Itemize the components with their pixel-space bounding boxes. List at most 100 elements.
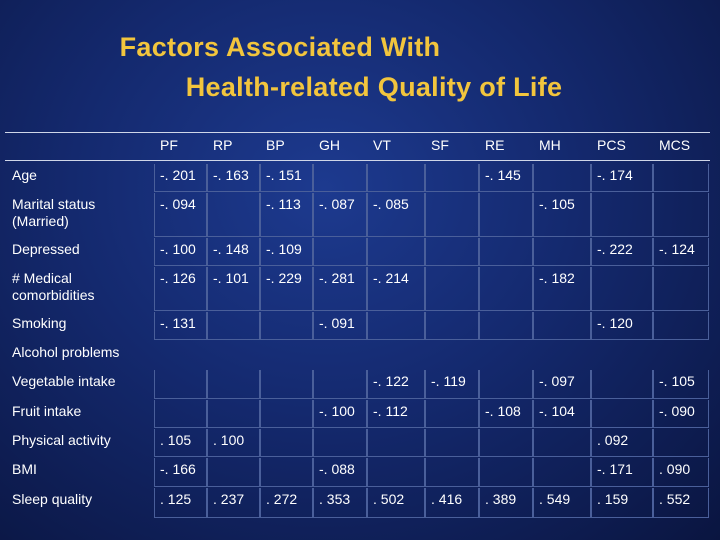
table-grid-cell (591, 312, 653, 340)
table-cell: -. 113 (266, 196, 301, 212)
table-cell: . 100 (213, 432, 245, 448)
table-cell: -. 148 (213, 241, 249, 257)
table-cell: -. 131 (160, 315, 196, 331)
table-cell: -. 126 (160, 270, 196, 286)
table-grid-cell (479, 312, 533, 340)
table-cell: -. 145 (485, 167, 521, 183)
table-grid-cell (479, 193, 533, 237)
table-grid-cell (653, 193, 709, 237)
table-cell: -. 088 (319, 461, 355, 477)
table-grid-cell (207, 164, 260, 192)
column-header-mh: MH (539, 137, 561, 153)
table-grid-cell (425, 164, 479, 192)
table-cell: -. 124 (659, 241, 695, 257)
table-cell: -. 214 (373, 270, 409, 286)
row-label: Sleep quality (12, 491, 93, 507)
table-grid-cell (313, 370, 367, 399)
table-grid-cell (260, 238, 313, 266)
table-cell: -. 112 (373, 403, 408, 419)
table-cell: -. 222 (597, 241, 633, 257)
row-label: Fruit intake (12, 403, 82, 419)
table-grid-cell (367, 164, 425, 192)
table-cell: -. 100 (160, 241, 196, 257)
table-grid-cell (425, 238, 479, 266)
table-grid-cell (591, 429, 653, 457)
row-label: Age (12, 167, 37, 183)
table-grid-cell (591, 193, 653, 237)
table-grid-cell (425, 370, 479, 399)
table-grid-cell (207, 267, 260, 311)
table-grid-cell (591, 400, 653, 428)
table-cell: . 125 (160, 491, 192, 507)
table-grid-cell (154, 164, 207, 192)
table-grid-cell (425, 400, 479, 428)
table-grid-cell (313, 238, 367, 266)
table-grid-cell (207, 312, 260, 340)
table-grid-cell (154, 312, 207, 340)
column-header-sf: SF (431, 137, 449, 153)
table-grid-cell (313, 267, 367, 311)
table-grid-cell (260, 193, 313, 237)
table-cell: -. 171 (597, 461, 633, 477)
table-cell: . 159 (597, 491, 629, 507)
table-grid-cell (154, 429, 207, 457)
column-header-re: RE (485, 137, 505, 153)
table-grid-cell (533, 429, 591, 457)
table-grid-cell (313, 400, 367, 428)
table-grid-cell (154, 267, 207, 311)
table-grid-cell (653, 312, 709, 340)
table-grid-cell (154, 458, 207, 487)
table-cell: -. 229 (266, 270, 302, 286)
table-grid-cell (425, 488, 479, 518)
table-cell: -. 120 (597, 315, 633, 331)
table-cell: -. 109 (266, 241, 302, 257)
table-grid-cell (533, 370, 591, 399)
table-grid-cell (207, 429, 260, 457)
row-label: Depressed (12, 241, 80, 257)
table-grid-cell (533, 312, 591, 340)
table-grid-cell (591, 458, 653, 487)
table-grid-cell (313, 164, 367, 192)
table-grid-cell (479, 458, 533, 487)
table-cell: -. 182 (539, 270, 575, 286)
table-grid-cell (367, 238, 425, 266)
table-grid-cell (367, 400, 425, 428)
table-cell: . 272 (266, 491, 298, 507)
table-grid-cell (479, 164, 533, 192)
table-grid-cell (207, 488, 260, 518)
table-grid-cell (367, 193, 425, 237)
table-cell: -. 104 (539, 403, 575, 419)
table-grid-cell (653, 267, 709, 311)
table-cell: . 549 (539, 491, 571, 507)
table-grid-cell (479, 370, 533, 399)
table-grid-cell (207, 458, 260, 487)
table-grid-cell (154, 193, 207, 237)
table-grid-cell (591, 370, 653, 399)
table-grid-cell (260, 267, 313, 311)
table-cell: -. 094 (160, 196, 196, 212)
table-cell: -. 119 (431, 373, 466, 389)
row-label: Alcohol problems (12, 344, 120, 360)
table-grid-cell (207, 193, 260, 237)
table-grid-cell (533, 458, 591, 487)
table-cell: . 237 (213, 491, 245, 507)
row-label: Smoking (12, 315, 67, 331)
table-cell: -. 281 (319, 270, 355, 286)
table-grid-cell (313, 429, 367, 457)
header-bottom-rule (5, 160, 710, 161)
table-grid-cell (207, 370, 260, 399)
table-cell: -. 201 (160, 167, 196, 183)
table-grid-cell (313, 458, 367, 487)
table-grid-cell (653, 429, 709, 457)
table-grid-cell (207, 400, 260, 428)
table-grid-cell (260, 312, 313, 340)
slide-title-line-2: Health-related Quality of Life (185, 72, 563, 102)
table-grid-cell (653, 164, 709, 192)
table-grid-cell (154, 238, 207, 266)
table-grid-cell (425, 458, 479, 487)
table-grid-cell (260, 458, 313, 487)
table-grid-cell (591, 267, 653, 311)
table-grid-cell (260, 164, 313, 192)
table-cell: -. 122 (373, 373, 409, 389)
table-grid-cell (260, 429, 313, 457)
